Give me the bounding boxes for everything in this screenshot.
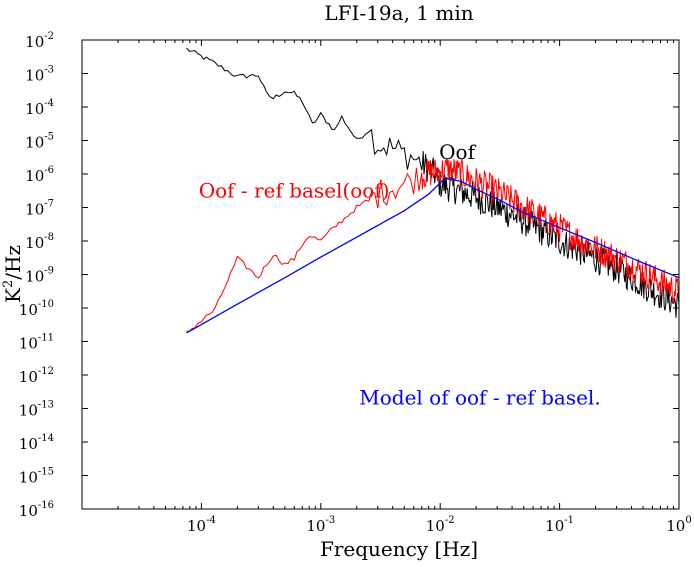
series-line-1 [186,158,680,332]
x-tick-label-4: 100 [666,515,691,535]
y-tick-label-8: 10-10 [19,299,54,319]
y-tick-label-6: 10-8 [25,232,54,252]
y-tick-label-14: 10-16 [19,500,54,520]
y-tick-label-2: 10-4 [25,98,54,118]
y-tick-label-12: 10-14 [19,433,54,453]
x-tick-label-1: 10-3 [306,515,335,535]
series-line-0 [186,47,680,318]
y-tick-label-13: 10-15 [19,467,54,487]
ticks-layer: 10-4 10-3 10-2 10-1 100 10-2 10-3 10-4 10-5 10-6 1… [19,31,692,535]
y-tick-label-11: 10-13 [19,400,54,420]
series-line-2 [186,177,680,334]
y-axis-label-sup: 2 [1,280,16,288]
y-tick-label-4: 10-6 [25,165,54,185]
y-axis-label-rest: /Hz [1,245,25,280]
y-tick-label-10: 10-12 [19,366,54,386]
x-tick-label-3: 10-1 [545,515,574,535]
x-axis-label: Frequency [Hz] [320,537,478,561]
y-axis-label-base: K [1,287,25,303]
y-tick-label-5: 10-7 [25,199,54,219]
annotation-0: Oof [439,140,476,164]
y-tick-label-3: 10-5 [25,132,54,152]
x-tick-label-0: 10-4 [187,515,216,535]
annotations-layer: Oof Oof - ref basel(oof) Model of oof - re… [199,140,601,410]
chart-title: LFI-19a, 1 min [324,1,473,25]
y-tick-label-9: 10-11 [19,333,54,353]
y-axis-label: K2/Hz [1,245,25,303]
annotation-1: Oof - ref basel(oof) [199,178,390,202]
series-layer [186,47,680,334]
x-tick-label-2: 10-2 [426,515,455,535]
y-tick-label-1: 10-3 [25,65,54,85]
y-tick-label-0: 10-2 [25,31,54,51]
axes-frame [81,39,680,510]
annotation-2: Model of oof - ref basel. [359,386,600,410]
y-tick-label-7: 10-9 [25,266,54,286]
